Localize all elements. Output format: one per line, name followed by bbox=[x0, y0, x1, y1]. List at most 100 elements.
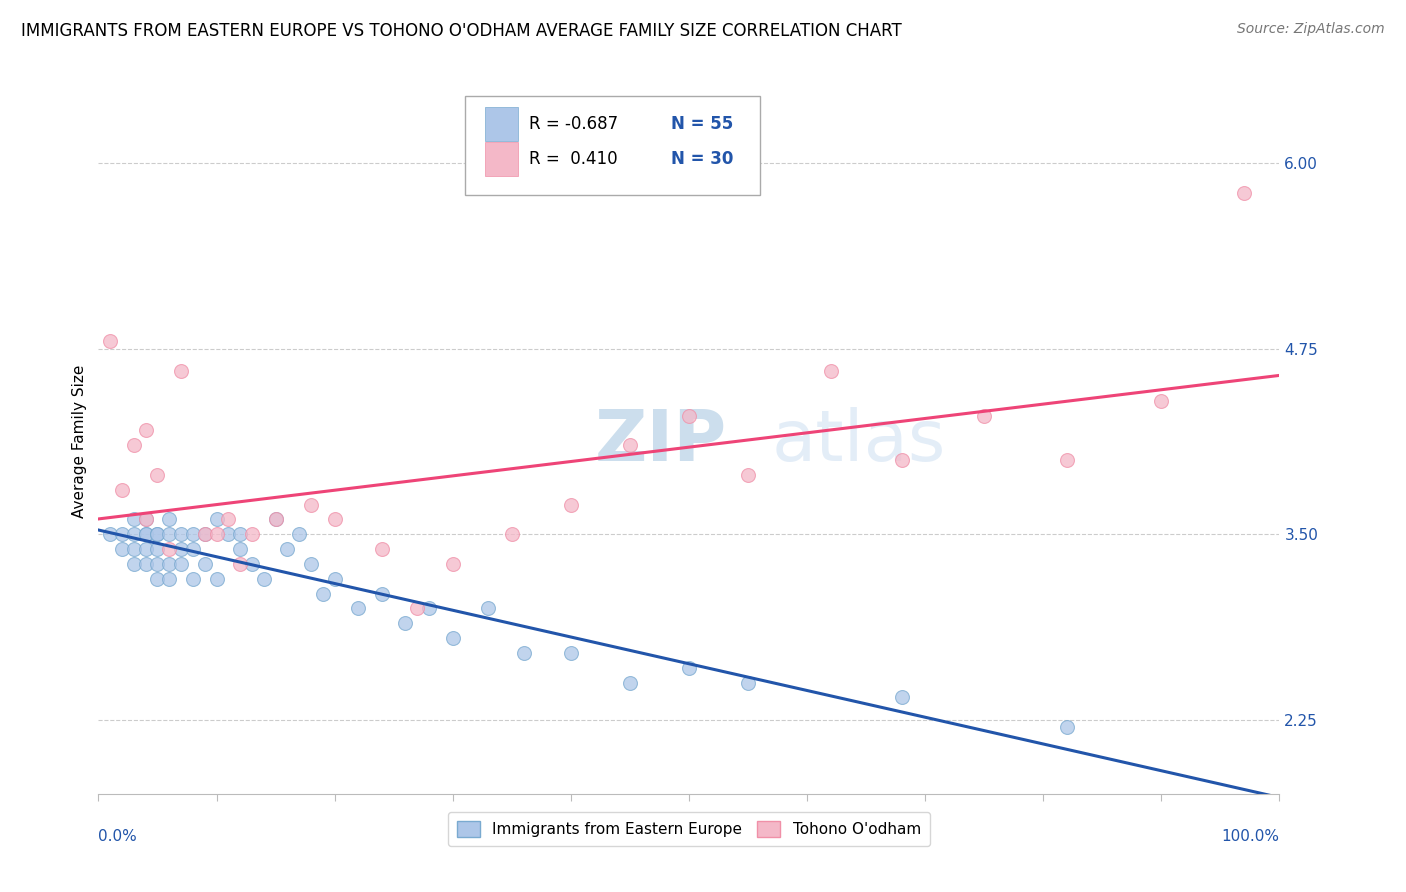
Text: N = 55: N = 55 bbox=[671, 115, 734, 133]
Point bbox=[323, 512, 346, 526]
Point bbox=[229, 557, 252, 571]
Point bbox=[181, 572, 204, 586]
Point bbox=[157, 542, 180, 557]
Point bbox=[299, 498, 322, 512]
Point bbox=[135, 542, 157, 557]
Point bbox=[146, 527, 169, 541]
Point bbox=[111, 527, 134, 541]
Point bbox=[501, 527, 523, 541]
Point bbox=[560, 498, 582, 512]
Point bbox=[135, 512, 157, 526]
Point bbox=[973, 409, 995, 423]
Point bbox=[98, 334, 121, 349]
Point bbox=[170, 527, 193, 541]
Text: atlas: atlas bbox=[772, 407, 946, 476]
Point bbox=[217, 527, 239, 541]
Point bbox=[157, 527, 180, 541]
Point bbox=[820, 364, 842, 378]
Point bbox=[205, 527, 228, 541]
Point bbox=[146, 542, 169, 557]
Text: ZIP: ZIP bbox=[595, 407, 727, 476]
Point bbox=[347, 601, 370, 615]
Point bbox=[194, 527, 217, 541]
Point bbox=[170, 364, 193, 378]
Point bbox=[170, 557, 193, 571]
Point bbox=[157, 557, 180, 571]
Point bbox=[299, 557, 322, 571]
Text: R = -0.687: R = -0.687 bbox=[530, 115, 619, 133]
Point bbox=[240, 527, 263, 541]
Point bbox=[264, 512, 287, 526]
Point bbox=[229, 527, 252, 541]
Point bbox=[1233, 186, 1256, 200]
Point bbox=[619, 438, 641, 452]
Point bbox=[240, 557, 263, 571]
Y-axis label: Average Family Size: Average Family Size bbox=[72, 365, 87, 518]
Point bbox=[737, 467, 759, 482]
Point bbox=[441, 631, 464, 645]
FancyBboxPatch shape bbox=[485, 142, 517, 176]
Point bbox=[122, 557, 145, 571]
Point bbox=[288, 527, 311, 541]
Point bbox=[170, 542, 193, 557]
Text: R =  0.410: R = 0.410 bbox=[530, 150, 619, 168]
Point bbox=[371, 542, 394, 557]
FancyBboxPatch shape bbox=[464, 96, 759, 194]
Point bbox=[890, 690, 912, 705]
Point bbox=[312, 586, 335, 600]
Point bbox=[1150, 393, 1173, 408]
Text: 0.0%: 0.0% bbox=[98, 830, 138, 844]
Point bbox=[135, 512, 157, 526]
Point bbox=[619, 675, 641, 690]
Point bbox=[253, 572, 276, 586]
Point bbox=[890, 453, 912, 467]
Point bbox=[122, 438, 145, 452]
Text: Source: ZipAtlas.com: Source: ZipAtlas.com bbox=[1237, 22, 1385, 37]
Point bbox=[146, 572, 169, 586]
Point bbox=[157, 512, 180, 526]
Point bbox=[560, 646, 582, 660]
Point bbox=[122, 512, 145, 526]
Text: N = 30: N = 30 bbox=[671, 150, 734, 168]
Point bbox=[135, 557, 157, 571]
Point bbox=[111, 483, 134, 497]
Point bbox=[229, 542, 252, 557]
Point bbox=[477, 601, 499, 615]
Point bbox=[323, 572, 346, 586]
Point bbox=[181, 527, 204, 541]
Point bbox=[264, 512, 287, 526]
Point bbox=[157, 572, 180, 586]
Point bbox=[678, 661, 700, 675]
Point bbox=[418, 601, 440, 615]
Point bbox=[217, 512, 239, 526]
Point bbox=[135, 527, 157, 541]
Point bbox=[135, 527, 157, 541]
Point bbox=[205, 512, 228, 526]
Point bbox=[406, 601, 429, 615]
Point bbox=[371, 586, 394, 600]
Point bbox=[205, 572, 228, 586]
FancyBboxPatch shape bbox=[485, 107, 517, 141]
Point bbox=[394, 616, 416, 631]
Point bbox=[146, 557, 169, 571]
Point bbox=[512, 646, 534, 660]
Point bbox=[194, 527, 217, 541]
Point bbox=[122, 527, 145, 541]
Point bbox=[122, 542, 145, 557]
Point bbox=[276, 542, 298, 557]
Point bbox=[1056, 720, 1078, 734]
Point bbox=[111, 542, 134, 557]
Point bbox=[194, 557, 217, 571]
Point bbox=[98, 527, 121, 541]
Point bbox=[135, 424, 157, 438]
Point bbox=[146, 467, 169, 482]
Point bbox=[441, 557, 464, 571]
Legend: Immigrants from Eastern Europe, Tohono O'odham: Immigrants from Eastern Europe, Tohono O… bbox=[449, 812, 929, 847]
Point bbox=[737, 675, 759, 690]
Point bbox=[181, 542, 204, 557]
Point bbox=[146, 527, 169, 541]
Text: IMMIGRANTS FROM EASTERN EUROPE VS TOHONO O'ODHAM AVERAGE FAMILY SIZE CORRELATION: IMMIGRANTS FROM EASTERN EUROPE VS TOHONO… bbox=[21, 22, 901, 40]
Point bbox=[1056, 453, 1078, 467]
Point bbox=[678, 409, 700, 423]
Text: 100.0%: 100.0% bbox=[1222, 830, 1279, 844]
